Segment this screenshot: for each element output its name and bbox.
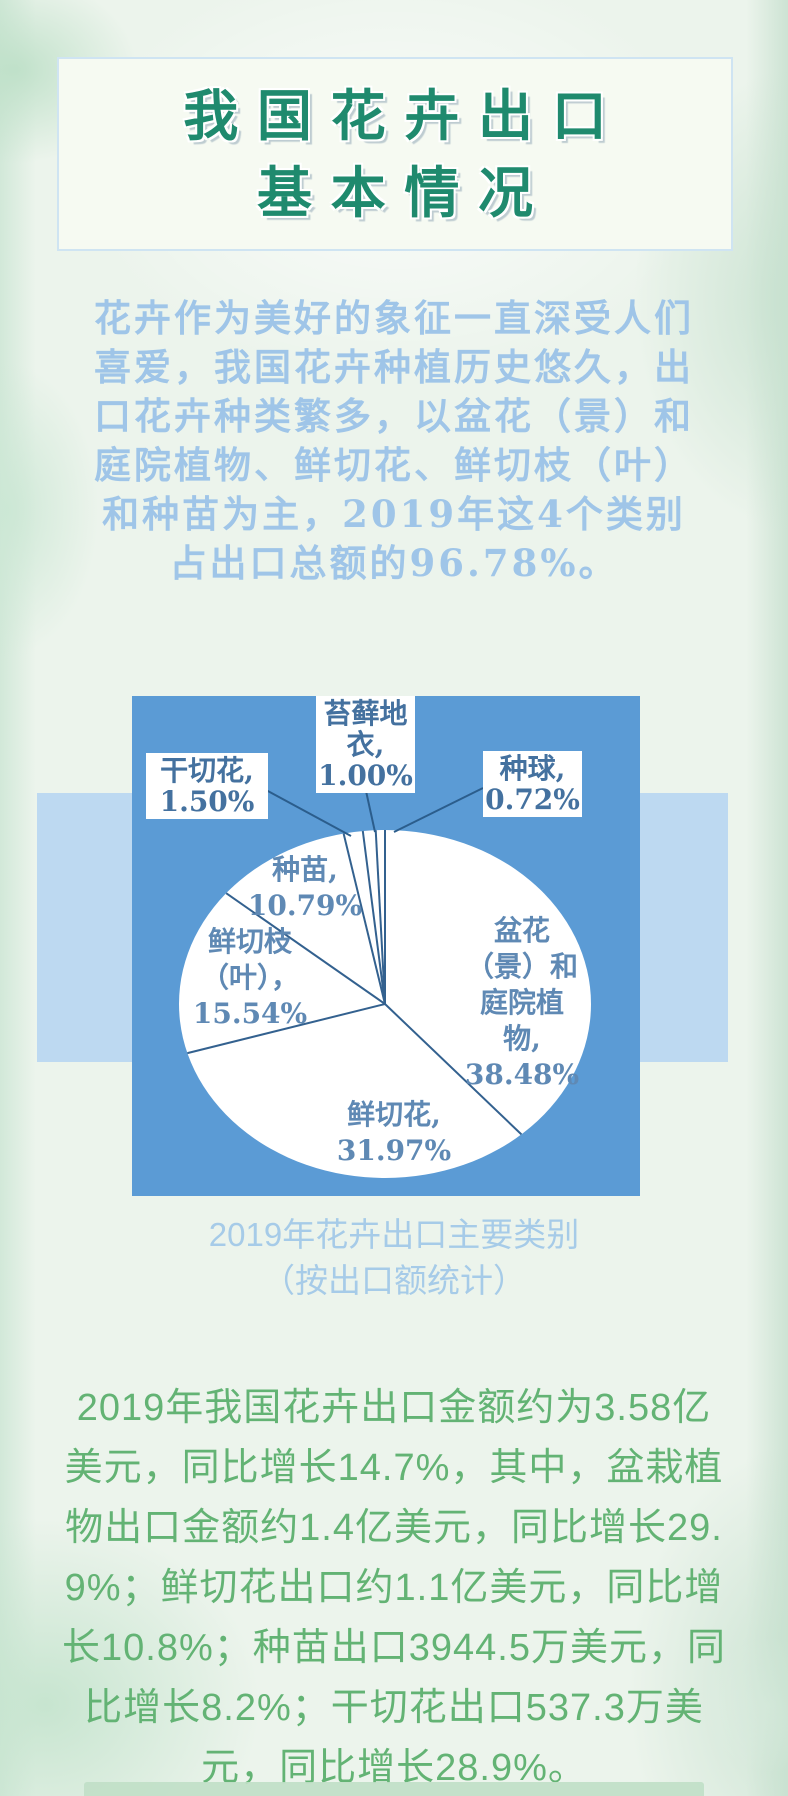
intro-paragraph: 花卉作为美好的象征一直深受人们 喜爱，我国花卉种植历史悠久，出 口花卉种类繁多，…: [94, 296, 694, 585]
pie-slice-boundary: [187, 1003, 386, 1055]
pie-callout-moss-lichen: 苔藓地 衣, 1.00%: [316, 696, 415, 793]
pie-callout-bulb: 种球, 0.72%: [483, 751, 582, 817]
pie-label-potted-plants: 盆花 （景）和 庭院植 物, 38.48%: [464, 914, 580, 1091]
summary-paragraph: 2019年我国花卉出口金额约为3.58亿 美元，同比增长14.7%，其中，盆栽植…: [62, 1387, 726, 1789]
bottom-watercolor-strip: [84, 1782, 704, 1796]
pie-slice-boundary: [342, 833, 386, 1005]
pie-slice-boundary: [374, 830, 386, 1005]
leader-line-moss-lichen: [365, 790, 376, 833]
pie-callout-dry-cut-flower: 干切花, 1.50%: [146, 753, 268, 819]
pie-label-fresh-cut-flower: 鲜切花, 31.97%: [336, 1098, 452, 1167]
pie-slice-boundary: [225, 892, 386, 1005]
leader-line-dry-cut-flower: [265, 789, 352, 837]
pie-label-cut-branches: 鲜切枝 （叶）， 15.54%: [192, 925, 308, 1030]
pie-chart-panel: 干切花, 1.50% 苔藓地 衣, 1.00% 种球, 0.72% 盆花 （景）…: [132, 696, 640, 1196]
chart-caption-title: 2019年花卉出口主要类别: [208, 1216, 580, 1253]
pie-slice-boundary: [384, 1003, 523, 1136]
chart-caption-subtitle: （按出口额统计）: [262, 1262, 526, 1299]
pie-label-seedling: 种苗, 10.79%: [247, 853, 363, 922]
chart-caption: 2019年花卉出口主要类别 （按出口额统计）: [0, 1212, 788, 1304]
pie-slice-boundary: [361, 830, 386, 1005]
pie-slice-lines: [187, 830, 523, 1136]
leader-line-bulb: [393, 787, 484, 833]
page-title-line2: 基本情况: [256, 160, 552, 225]
page-title-line1: 我国花卉出口: [183, 83, 626, 148]
title-box: 我国花卉出口 基本情况: [57, 57, 733, 251]
pie-graphic: [179, 787, 591, 1178]
